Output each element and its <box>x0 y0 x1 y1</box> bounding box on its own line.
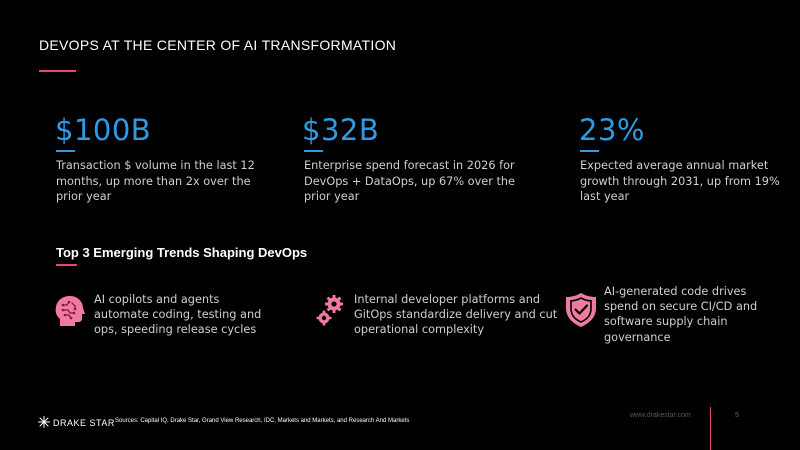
logo-text: DRAKE STAR <box>53 417 115 428</box>
trends-heading-underline <box>56 264 77 266</box>
drake-star-logo: DRAKE STAR <box>38 413 115 432</box>
stat-underline <box>304 150 323 152</box>
stat-value-transaction-volume: $100B <box>55 113 152 147</box>
trend-text-developer-platforms: Internal developer platforms and GitOps … <box>354 293 558 337</box>
star-icon <box>38 413 50 432</box>
stat-value-market-growth: 23% <box>579 113 645 147</box>
website-link[interactable]: www.drakestar.com <box>630 412 691 419</box>
stat-underline <box>56 150 75 152</box>
slide-title: DEVOPS AT THE CENTER OF AI TRANSFORMATIO… <box>39 37 397 53</box>
title-underline <box>39 70 76 72</box>
footer-divider <box>710 407 711 450</box>
stat-underline <box>580 150 599 152</box>
shield-check-icon <box>563 291 599 327</box>
ai-head-icon <box>52 293 88 329</box>
sources-note: Sources: Capital IQ, Drake Star, Grand V… <box>115 418 410 424</box>
gears-icon <box>313 293 349 329</box>
stat-value-enterprise-spend: $32B <box>302 113 380 147</box>
trend-text-ai-copilots: AI copilots and agents automate coding, … <box>94 293 262 337</box>
trends-heading: Top 3 Emerging Trends Shaping DevOps <box>56 245 308 260</box>
page-number: 5 <box>735 412 739 419</box>
trend-text-ai-generated-code: AI-generated code drives spend on secure… <box>604 285 758 344</box>
stat-description-enterprise-spend: Enterprise spend forecast in 2026 for De… <box>304 159 515 203</box>
stat-description-market-growth: Expected average annual market growth th… <box>580 159 780 203</box>
stat-description-transaction-volume: Transaction $ volume in the last 12 mont… <box>56 159 255 203</box>
